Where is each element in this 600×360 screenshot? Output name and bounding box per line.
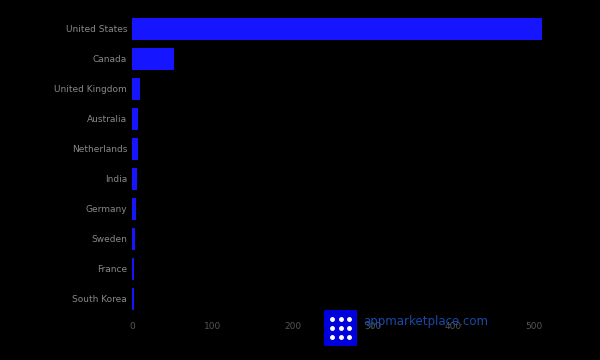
Bar [132, 167, 137, 190]
Bar [132, 228, 135, 250]
Bar [132, 288, 134, 310]
Bar [132, 77, 140, 100]
Bar [132, 198, 136, 220]
Bar [132, 48, 174, 70]
Text: appmarketplace.com: appmarketplace.com [363, 315, 488, 328]
Bar [132, 18, 542, 40]
Bar [132, 257, 134, 280]
Bar [132, 108, 139, 130]
Bar [132, 138, 137, 160]
